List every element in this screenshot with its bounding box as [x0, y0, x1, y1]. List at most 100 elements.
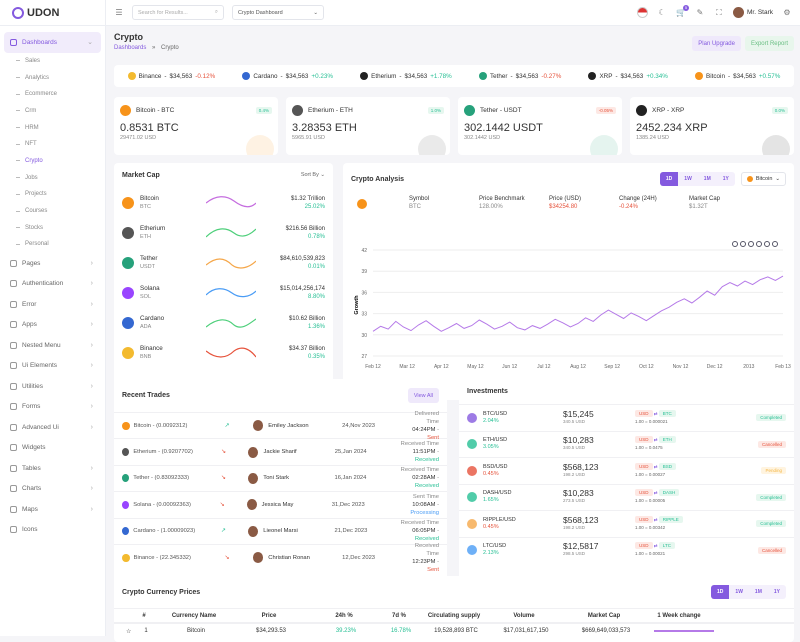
sidebar-item-advanced-ui[interactable]: Advanced Ui ›	[4, 417, 101, 438]
list-item[interactable]: Etherium ETH $216.56 Billion 0.78%	[114, 218, 333, 248]
user-menu[interactable]: Mr. Stark	[732, 7, 773, 18]
sidebar-item-label: Widgets	[22, 444, 46, 451]
list-item[interactable]: Cardano ADA $10.62 Billion 1.36%	[114, 308, 333, 338]
sidebar-item-error[interactable]: Error ›	[4, 294, 101, 315]
sidebar-item-widgets[interactable]: Widgets	[4, 437, 101, 458]
sidebar-item-pages[interactable]: Pages ›	[4, 253, 101, 274]
ticker-item[interactable]: XRP»-$34,563+0.34%	[588, 72, 668, 80]
sidebar-subitem-stocks[interactable]: Stocks	[4, 219, 101, 236]
ticker-item[interactable]: Binance»-$34,563-0.12%	[127, 72, 215, 80]
ticker-item[interactable]: Etherium»-$34,563+1.78%	[360, 72, 452, 80]
moon-icon[interactable]: ☾	[658, 8, 666, 17]
ticker-item[interactable]: Bitcoin»-$34,563+0.57%	[695, 72, 780, 80]
sidebar-subitem-label: Personal	[25, 241, 49, 248]
tab-1y[interactable]: 1Y	[767, 585, 786, 599]
growth-chart[interactable]: 27 30 33 36 39 42 Feb 12 Mar 12 Apr 12 May 12 Jun …	[343, 240, 794, 400]
gear-icon[interactable]: ⚙	[783, 8, 791, 17]
sidebar-item-authentication[interactable]: Authentication ›	[4, 273, 101, 294]
sort-by-dropdown[interactable]: Sort By ⌄	[300, 172, 325, 178]
sidebar-item-tables[interactable]: Tables ›	[4, 458, 101, 479]
sidebar-item-label: Charts	[22, 485, 42, 492]
sidebar-item-utilities[interactable]: Utilities ›	[4, 376, 101, 397]
home-icon[interactable]	[764, 241, 770, 247]
ticker-item[interactable]: Tether»-$34,563-0.27%	[478, 72, 561, 80]
coin-card[interactable]: XRP - XRP 0.0% 2452.234 XRP 1385.24 USD	[630, 97, 794, 155]
plan-upgrade-label: Plan Upgrade	[698, 40, 735, 47]
list-item[interactable]: Tether USDT $84,610,539,823 0.01%	[114, 248, 333, 278]
table-row[interactable]: Solana - (0.00092363) ↘ Jessica May 31,Dec …	[114, 491, 447, 517]
sidebar-item-label: Advanced Ui	[22, 423, 59, 431]
sidebar-item-dashboards[interactable]: Dashboards ⌄	[4, 32, 101, 53]
search-icon[interactable]	[748, 241, 754, 247]
x-tick-label: Aug 12	[570, 364, 586, 370]
sidebar-item-ui-elements[interactable]: Ui Elements ›	[4, 355, 101, 376]
table-row[interactable]: BTC/USD 2.04% $15,245 340.5 USD USD ⇄ BTC 1.0…	[459, 404, 794, 431]
x-tick-label: Feb 12	[365, 364, 381, 370]
coin-card[interactable]: Tether - USDT -0.05% 302.1442 USDT 302.1442…	[458, 97, 622, 155]
language-flag-icon[interactable]	[636, 7, 648, 18]
apps-icon[interactable]: ✎	[696, 8, 704, 17]
cart-icon[interactable]: 🛒 5	[676, 4, 689, 17]
tab-1y[interactable]: 1Y	[716, 172, 735, 186]
table-row[interactable]: BSD/USD 0.45% $568,123 198.2 USD USD ⇄ BSD 1.…	[459, 457, 794, 484]
coin-select[interactable]: Bitcoin ⌄	[740, 172, 786, 186]
tab-1w[interactable]: 1W	[729, 585, 749, 599]
table-row[interactable]: ETH/USD 3.05% $10,283 340.5 USD USD ⇄ ETH 1.0…	[459, 430, 794, 458]
tab-1d[interactable]: 1D	[711, 585, 730, 599]
search-input[interactable]: Search for Results... ⌕	[132, 5, 224, 20]
menu-icon[interactable]	[772, 241, 778, 247]
table-row[interactable]: ☆ 1 Bitcoin $34,293.53 39.23% 16.78% 19,528,89…	[114, 623, 794, 638]
sidebar-subitem-sales[interactable]: Sales	[4, 53, 101, 70]
table-row[interactable]: Bitcoin - (0.0092312) ↗ Emiley Jackson 24,N…	[114, 411, 447, 441]
sidebar-subitem-analytics[interactable]: Analytics	[4, 69, 101, 86]
sidebar-item-nested-menu[interactable]: Nested Menu ›	[4, 335, 101, 356]
breadcrumb-link[interactable]: Dashboards	[114, 45, 147, 51]
tab-1w[interactable]: 1W	[678, 172, 698, 186]
table-row[interactable]: Tether - (0.83092333) ↘ Toni Stark 16,Jan 2…	[114, 464, 447, 491]
sidebar-item-apps[interactable]: Apps ›	[4, 314, 101, 335]
tab-1d[interactable]: 1D	[659, 172, 679, 186]
coin-card[interactable]: Bitcoin - BTC 0.4% 0.8531 BTC 29471.02 USD	[114, 97, 278, 155]
market-cap-change: 0.78%	[307, 234, 325, 240]
tab-1m[interactable]: 1M	[697, 172, 717, 186]
sidebar-subitem-nft[interactable]: NFT	[4, 136, 101, 153]
coin-card[interactable]: Etherium - ETH 1.0% 3.28353 ETH 5965.91 USD	[286, 97, 450, 155]
table-row[interactable]: Binance - (22.345332) ↘ Christian Ronan 12,…	[114, 543, 447, 573]
bullet-icon	[16, 210, 20, 212]
list-item[interactable]: Solana SOL $15,014,256,174 8.80%	[114, 278, 333, 308]
zoom-in-icon[interactable]	[740, 241, 746, 247]
sidebar-subitem-crm[interactable]: Crm	[4, 103, 101, 120]
table-row[interactable]: RIPPLE/USD 0.45% $568,123 198.2 USD USD ⇄ RI…	[459, 510, 794, 537]
tab-1m[interactable]: 1M	[748, 585, 768, 599]
list-item[interactable]: Binance BNB $34.37 Billion 0.35%	[114, 338, 333, 368]
investment-pair: DASH/USD 1.65%	[483, 490, 563, 504]
sidebar-item-charts[interactable]: Charts ›	[4, 478, 101, 499]
sidebar-subitem-personal[interactable]: Personal	[4, 236, 101, 253]
fullscreen-icon[interactable]: ⛶	[716, 7, 722, 17]
zoom-out-icon[interactable]	[732, 241, 738, 247]
plan-upgrade-button[interactable]: Plan Upgrade	[692, 36, 741, 51]
sidebar-subitem-ecommerce[interactable]: Ecommerce	[4, 86, 101, 103]
sidebar-item-maps[interactable]: Maps ›	[4, 499, 101, 520]
table-row[interactable]: Cardano - (1.00009023) ↗ Lieonel Marsi 21,D…	[114, 517, 447, 544]
list-item[interactable]: Bitcoin BTC $1.32 Trillion 25.02%	[114, 188, 333, 218]
dashboard-select[interactable]: Crypto Dashboard ⌄	[232, 5, 324, 20]
table-row[interactable]: Etherium - (0.9207702) ↘ Jackie Sharif 25,J…	[114, 438, 447, 464]
sidebar-item-forms[interactable]: Forms ›	[4, 396, 101, 417]
sidebar: UDON Dashboards ⌄ Sales Analytics Ecommerce C…	[0, 0, 106, 636]
logo[interactable]: UDON	[0, 0, 105, 26]
pan-icon[interactable]	[756, 241, 762, 247]
sidebar-subitem-projects[interactable]: Projects	[4, 186, 101, 203]
sidebar-subitem-jobs[interactable]: Jobs	[4, 169, 101, 186]
menu-toggle-icon[interactable]: ☰	[115, 8, 123, 17]
table-row[interactable]: DASH/USD 1.65% $10,283 273.5 USD USD ⇄ DASH 1…	[459, 483, 794, 511]
sidebar-subitem-crypto[interactable]: Crypto	[4, 153, 101, 170]
sidebar-item-icons[interactable]: Icons	[4, 519, 101, 540]
sidebar-subitem-courses[interactable]: Courses	[4, 203, 101, 220]
export-report-button[interactable]: Export Report	[744, 36, 794, 51]
sidebar-subitem-hrm[interactable]: HRM	[4, 119, 101, 136]
ticker-item[interactable]: Cardano»-$34,563+0.23%	[242, 72, 333, 80]
table-row[interactable]: LTC/USD 2.13% $12,5817 298.5 USD USD ⇄ LTC 1.…	[459, 536, 794, 564]
view-all-button[interactable]: View All	[407, 388, 439, 403]
star-icon[interactable]: ☆	[126, 628, 132, 635]
